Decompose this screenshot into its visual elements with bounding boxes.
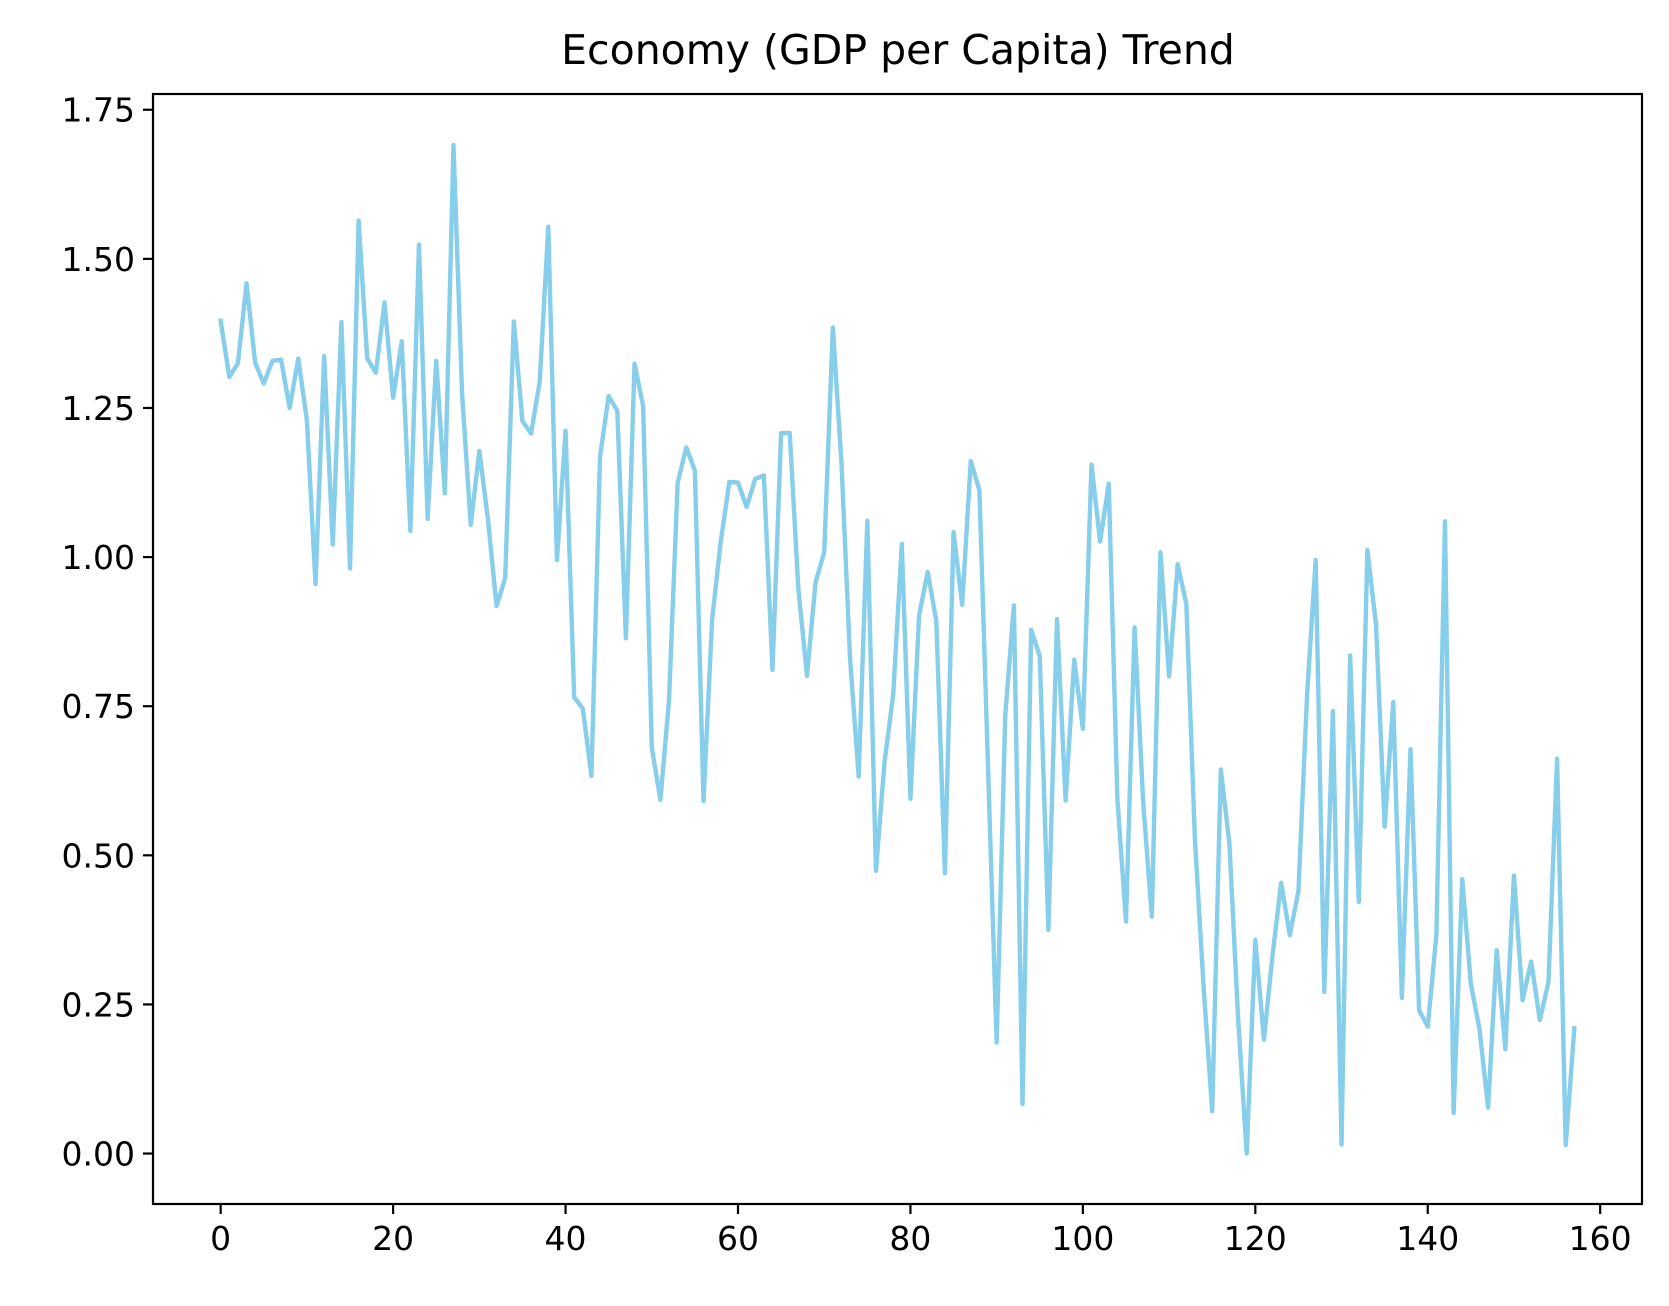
plot-frame xyxy=(151,92,1644,1206)
x-tick-label: 100 xyxy=(1051,1219,1114,1258)
y-axis-ticks: 0.00 0.25 0.50 0.75 1.00 1.25 1.50 1.75 xyxy=(62,91,153,1174)
x-tick-label: 160 xyxy=(1569,1219,1632,1258)
chart-title: Economy (GDP per Capita) Trend xyxy=(561,26,1235,74)
y-tick-label: 1.25 xyxy=(62,389,135,428)
y-tick-label: 0.75 xyxy=(62,687,135,726)
y-tick-label: 0.25 xyxy=(62,985,135,1024)
x-tick-label: 0 xyxy=(210,1219,231,1258)
x-tick-label: 140 xyxy=(1396,1219,1459,1258)
y-tick-label: 0.00 xyxy=(62,1135,135,1174)
x-tick-label: 120 xyxy=(1224,1219,1287,1258)
x-tick-label: 80 xyxy=(889,1219,931,1258)
series-line xyxy=(218,142,1577,1156)
series-layer xyxy=(218,142,1577,1156)
y-tick-label: 0.50 xyxy=(62,836,135,875)
y-tick-label: 1.00 xyxy=(62,538,135,577)
x-axis-ticks: 0 20 40 60 80 100 120 140 160 xyxy=(210,1204,1632,1258)
y-tick-label: 1.75 xyxy=(62,91,135,130)
x-tick-label: 40 xyxy=(545,1219,587,1258)
y-tick-label: 1.50 xyxy=(62,240,135,279)
x-tick-label: 20 xyxy=(372,1219,414,1258)
x-tick-label: 60 xyxy=(717,1219,759,1258)
